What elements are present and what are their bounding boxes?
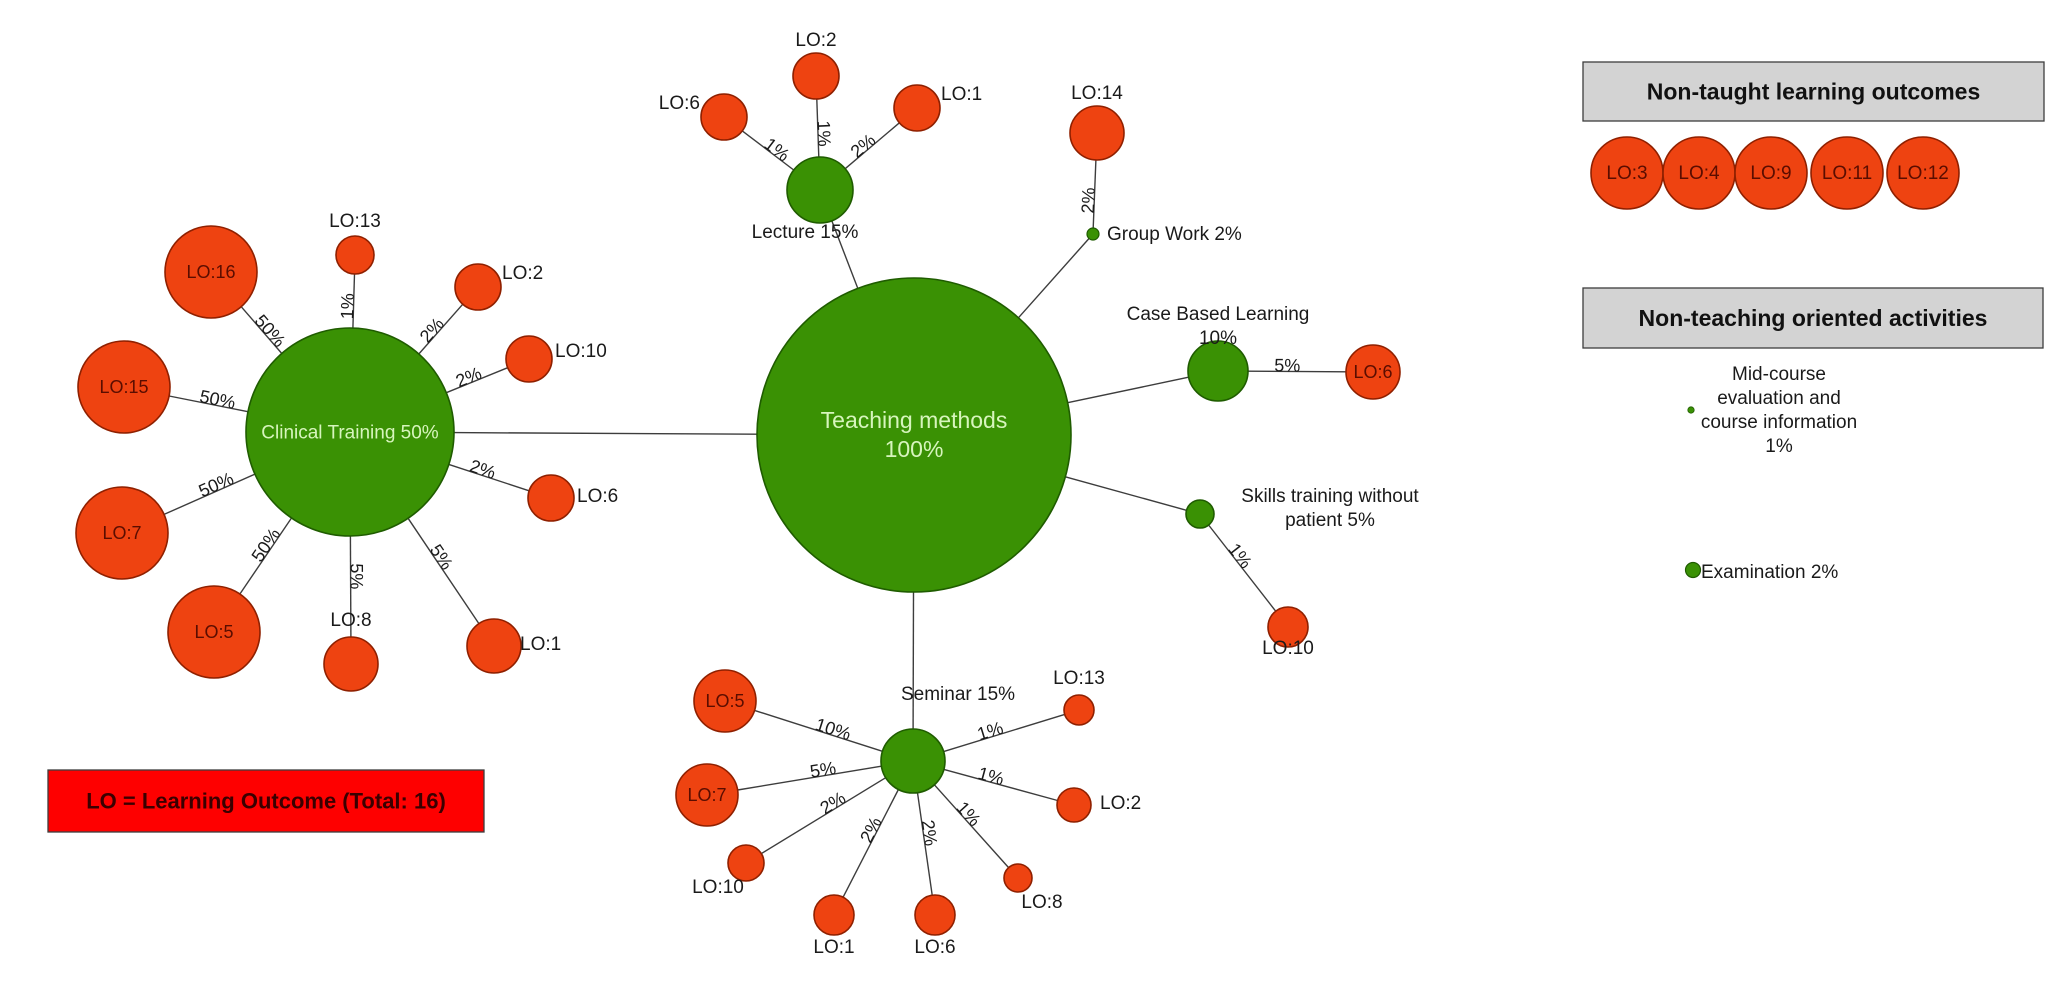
svg-text:Seminar 15%: Seminar 15% xyxy=(901,684,1015,705)
svg-text:Lecture 15%: Lecture 15% xyxy=(752,222,859,243)
svg-text:5%: 5% xyxy=(426,541,457,574)
svg-text:Teaching methods: Teaching methods xyxy=(821,407,1008,433)
svg-text:LO = Learning Outcome (Total:: LO = Learning Outcome (Total: 16) xyxy=(86,789,446,814)
svg-text:LO:5: LO:5 xyxy=(705,691,744,711)
svg-text:LO:3: LO:3 xyxy=(1606,163,1647,184)
svg-text:LO:6: LO:6 xyxy=(1353,362,1392,382)
svg-text:LO:14: LO:14 xyxy=(1071,83,1123,104)
svg-text:LO:2: LO:2 xyxy=(795,30,836,51)
svg-text:LO:2: LO:2 xyxy=(502,263,543,284)
svg-text:LO:4: LO:4 xyxy=(1678,163,1720,184)
svg-text:2%: 2% xyxy=(847,130,880,162)
svg-text:LO:16: LO:16 xyxy=(186,262,235,282)
svg-text:LO:13: LO:13 xyxy=(329,211,381,232)
svg-text:LO:7: LO:7 xyxy=(102,523,141,543)
svg-text:LO:10: LO:10 xyxy=(555,341,607,362)
svg-text:LO:7: LO:7 xyxy=(687,785,726,805)
svg-text:LO:1: LO:1 xyxy=(813,937,854,958)
svg-text:1%: 1% xyxy=(975,718,1006,745)
svg-text:Case Based Learning: Case Based Learning xyxy=(1127,304,1310,325)
svg-text:10%: 10% xyxy=(1199,328,1237,349)
svg-text:5%: 5% xyxy=(808,758,837,782)
svg-text:LO:15: LO:15 xyxy=(99,377,148,397)
svg-text:patient 5%: patient 5% xyxy=(1285,510,1375,531)
svg-text:Non-taught learning outcomes: Non-taught learning outcomes xyxy=(1647,79,1981,105)
svg-text:2%: 2% xyxy=(918,819,941,848)
svg-text:LO:13: LO:13 xyxy=(1053,668,1105,689)
svg-text:Non-teaching oriented activiti: Non-teaching oriented activities xyxy=(1639,305,1988,331)
svg-text:50%: 50% xyxy=(251,311,290,351)
svg-text:LO:2: LO:2 xyxy=(1100,793,1141,814)
svg-text:1%: 1% xyxy=(1224,539,1256,572)
svg-text:LO:11: LO:11 xyxy=(1822,163,1872,184)
svg-text:LO:6: LO:6 xyxy=(659,93,700,114)
svg-text:2%: 2% xyxy=(453,363,485,391)
svg-text:10%: 10% xyxy=(813,714,853,744)
svg-text:2%: 2% xyxy=(1078,187,1099,214)
svg-text:course information: course information xyxy=(1701,412,1857,433)
svg-text:1%: 1% xyxy=(952,798,984,831)
svg-text:LO:12: LO:12 xyxy=(1897,163,1949,184)
svg-text:LO:6: LO:6 xyxy=(577,486,618,507)
svg-text:LO:1: LO:1 xyxy=(520,634,561,655)
svg-text:100%: 100% xyxy=(885,436,944,462)
svg-text:2%: 2% xyxy=(416,314,448,347)
svg-text:LO:6: LO:6 xyxy=(914,937,955,958)
svg-text:Mid-course: Mid-course xyxy=(1732,364,1826,385)
svg-text:5%: 5% xyxy=(347,563,367,589)
svg-text:1%: 1% xyxy=(337,293,358,320)
svg-text:1%: 1% xyxy=(976,763,1006,789)
svg-text:50%: 50% xyxy=(196,468,237,501)
svg-text:LO:9: LO:9 xyxy=(1750,163,1791,184)
svg-text:evaluation and: evaluation and xyxy=(1717,388,1841,409)
svg-text:LO:1: LO:1 xyxy=(941,84,982,105)
svg-text:50%: 50% xyxy=(198,386,237,413)
svg-text:LO:5: LO:5 xyxy=(194,622,233,642)
svg-text:1%: 1% xyxy=(1765,436,1793,457)
svg-text:2%: 2% xyxy=(856,814,886,846)
svg-text:5%: 5% xyxy=(1274,355,1300,375)
svg-text:LO:10: LO:10 xyxy=(1262,638,1314,659)
svg-text:2%: 2% xyxy=(817,788,850,819)
svg-text:Skills training without: Skills training without xyxy=(1241,486,1419,507)
svg-text:Group Work 2%: Group Work 2% xyxy=(1107,224,1242,245)
svg-text:50%: 50% xyxy=(248,525,285,566)
svg-text:LO:8: LO:8 xyxy=(1021,892,1062,913)
svg-text:Clinical Training 50%: Clinical Training 50% xyxy=(261,422,439,443)
svg-text:1%: 1% xyxy=(814,120,835,147)
svg-text:LO:10: LO:10 xyxy=(692,877,744,898)
svg-text:1%: 1% xyxy=(760,134,793,166)
svg-text:Examination 2%: Examination 2% xyxy=(1701,562,1838,583)
svg-text:LO:8: LO:8 xyxy=(330,610,371,631)
